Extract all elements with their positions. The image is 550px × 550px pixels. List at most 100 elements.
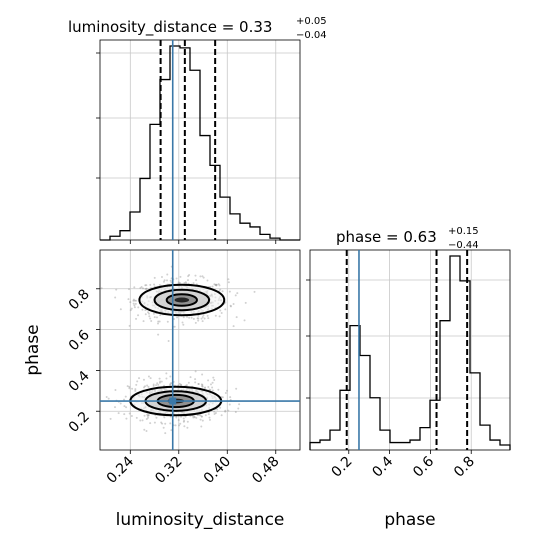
scatter-point	[164, 432, 167, 435]
scatter-point	[147, 385, 150, 388]
scatter-point	[227, 281, 230, 284]
scatter-point	[201, 419, 204, 422]
scatter-point	[135, 383, 138, 386]
scatter-point	[228, 290, 231, 293]
scatter-point	[157, 333, 160, 336]
scatter-point	[243, 319, 246, 322]
scatter-point	[218, 315, 221, 318]
scatter-point	[136, 380, 139, 383]
scatter-point	[145, 284, 148, 287]
scatter-point	[198, 414, 201, 417]
ph-frame	[309, 249, 511, 451]
scatter-point	[133, 304, 136, 307]
scatter-point	[189, 376, 192, 379]
scatter-point	[161, 422, 164, 425]
scatter-point	[201, 385, 204, 388]
scatter-point	[133, 286, 136, 289]
scatter-point	[224, 409, 227, 412]
scatter-point	[219, 309, 222, 312]
ph-xtick-label-1: 0.4	[369, 453, 396, 480]
scatter-point	[228, 403, 231, 406]
scatter-point	[184, 281, 187, 284]
scatter-point	[217, 388, 220, 391]
scatter-point	[195, 416, 198, 419]
joint-ytick-label-3: 0.8	[66, 286, 93, 313]
scatter-point	[203, 317, 206, 320]
scatter-point	[162, 280, 165, 283]
scatter-point	[194, 321, 197, 324]
scatter-point	[128, 387, 131, 390]
scatter-point	[187, 275, 190, 278]
scatter-point	[200, 317, 203, 320]
scatter-point	[158, 320, 161, 323]
scatter-point	[130, 307, 133, 310]
scatter-point	[201, 315, 204, 318]
scatter-point	[162, 426, 165, 429]
title-luminosity-distance-minus: −0.04	[296, 30, 327, 41]
scatter-point	[179, 281, 182, 284]
scatter-point	[143, 386, 146, 389]
scatter-point	[180, 383, 183, 386]
scatter-point	[117, 412, 120, 415]
scatter-point	[179, 275, 182, 278]
ph-xtick-label-0: 0.2	[329, 454, 356, 481]
ph-xtick-label-3: 0.8	[451, 454, 478, 481]
title-luminosity-distance: luminosity_distance = 0.33	[68, 18, 272, 37]
scatter-point	[184, 415, 187, 418]
scatter-point	[131, 387, 134, 390]
scatter-point	[227, 409, 230, 412]
scatter-point	[135, 416, 138, 419]
scatter-point	[177, 281, 180, 284]
scatter-point	[214, 314, 217, 317]
scatter-point	[134, 388, 137, 391]
scatter-point	[211, 381, 214, 384]
scatter-point	[123, 405, 126, 408]
contour-cluster-0-level-3	[174, 297, 190, 303]
ph-xtick-label-2: 0.6	[410, 453, 437, 480]
scatter-point	[107, 397, 110, 400]
scatter-point	[201, 275, 204, 278]
xlabel-phase: phase	[384, 510, 435, 530]
scatter-point	[186, 315, 189, 318]
hist-phase-panel: 0.2 0.4 0.6 0.8	[306, 249, 511, 481]
scatter-point	[169, 383, 172, 386]
scatter-point	[175, 416, 178, 419]
scatter-point	[158, 381, 161, 384]
scatter-point	[218, 284, 221, 287]
scatter-point	[147, 375, 150, 378]
scatter-point	[178, 382, 181, 385]
scatter-point	[213, 378, 216, 381]
scatter-point	[144, 313, 147, 316]
scatter-point	[127, 298, 130, 301]
scatter-point	[186, 420, 189, 423]
scatter-point	[145, 287, 148, 290]
scatter-point	[173, 325, 176, 328]
joint-truth-marker	[169, 397, 177, 405]
scatter-point	[163, 279, 166, 282]
scatter-point	[229, 305, 232, 308]
scatter-point	[201, 320, 204, 323]
scatter-point	[156, 382, 159, 385]
scatter-point	[119, 308, 122, 311]
scatter-point	[202, 313, 205, 316]
scatter-point	[220, 414, 223, 417]
scatter-point	[206, 314, 209, 317]
scatter-point	[197, 382, 200, 385]
scatter-point	[135, 299, 138, 302]
scatter-point	[199, 414, 202, 417]
scatter-point	[214, 283, 217, 286]
joint-ytick-label-1: 0.4	[66, 368, 93, 395]
scatter-point	[114, 388, 117, 391]
scatter-point	[140, 286, 143, 289]
scatter-point	[234, 410, 237, 413]
scatter-point	[169, 422, 172, 425]
scatter-point	[144, 284, 147, 287]
scatter-point	[141, 308, 144, 311]
scatter-point	[145, 287, 148, 290]
scatter-point	[158, 283, 161, 286]
scatter-point	[142, 320, 145, 323]
scatter-point	[200, 425, 203, 428]
joint-ytick-label-0: 0.2	[66, 409, 93, 436]
scatter-point	[215, 283, 218, 286]
scatter-point	[213, 413, 216, 416]
